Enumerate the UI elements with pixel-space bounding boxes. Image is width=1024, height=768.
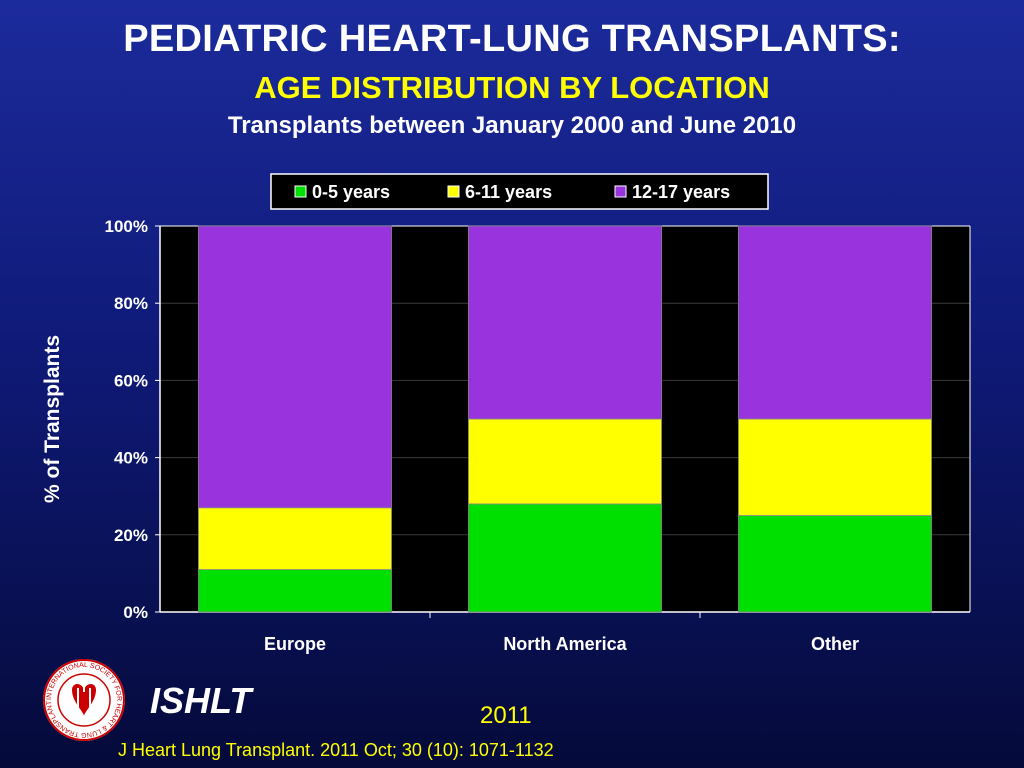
bar-segment-2 (738, 418, 932, 516)
bar-segment-1 (468, 503, 662, 613)
year-label: 2011 (480, 702, 532, 729)
ishlt-label: ISHLT (150, 680, 252, 721)
bar-segment-3 (738, 225, 932, 420)
x-category-label: Europe (264, 634, 326, 654)
bar-segment-3 (468, 225, 662, 420)
legend-label: 0-5 years (312, 182, 390, 202)
ishlt-logo: INTERNATIONAL SOCIETY FOR HEART & LUNG T… (42, 658, 125, 741)
y-axis-label: % of Transplants (41, 335, 64, 503)
legend-label: 6-11 years (465, 182, 552, 202)
y-tick-label: 60% (114, 371, 148, 390)
slide-title: PEDIATRIC HEART-LUNG TRANSPLANTS: (123, 18, 901, 60)
y-tick-label: 0% (123, 603, 148, 622)
bar-segment-3 (198, 225, 392, 509)
x-category-label: North America (503, 634, 627, 654)
bar-segment-2 (198, 507, 392, 570)
x-category-label: Other (811, 634, 859, 654)
y-tick-label: 100% (105, 217, 148, 236)
bar-segment-2 (468, 418, 662, 505)
bar-segment-1 (198, 569, 392, 613)
y-tick-label: 20% (114, 526, 148, 545)
legend-swatch (447, 185, 460, 198)
legend (270, 173, 769, 210)
legend-swatch (614, 185, 627, 198)
y-tick-label: 80% (114, 294, 148, 313)
slide-subtitle: AGE DISTRIBUTION BY LOCATION (254, 70, 770, 105)
legend-swatch (294, 185, 307, 198)
citation-text: J Heart Lung Transplant. 2011 Oct; 30 (1… (118, 740, 554, 760)
slide-date-range: Transplants between January 2000 and Jun… (227, 112, 797, 139)
y-tick-label: 40% (114, 449, 148, 468)
legend-label: 12-17 years (632, 182, 730, 202)
bar-segment-1 (738, 515, 932, 613)
